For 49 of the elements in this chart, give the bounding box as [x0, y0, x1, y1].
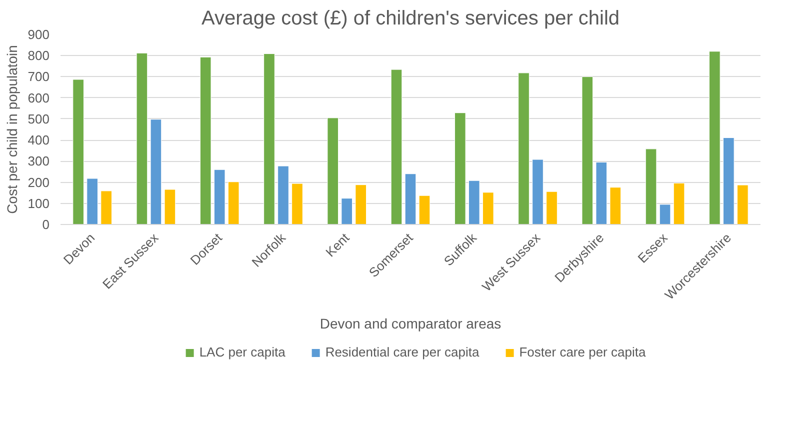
bar [228, 182, 240, 224]
y-tick-label: 100 [28, 196, 50, 211]
bar [673, 182, 685, 224]
bar [264, 53, 275, 224]
bar [200, 56, 212, 224]
bar [214, 169, 226, 224]
bar [404, 174, 416, 224]
bar [468, 180, 480, 224]
y-axis-title: Cost per child in populatoin [4, 45, 20, 214]
bar [596, 162, 608, 224]
bar [164, 189, 176, 224]
bar [737, 184, 748, 224]
y-tick-label: 900 [28, 27, 50, 42]
bar [546, 191, 558, 224]
bar [610, 187, 622, 224]
bar [709, 51, 720, 224]
bar [86, 178, 98, 224]
legend-label: Foster care per capita [519, 344, 646, 360]
bar [72, 79, 84, 224]
legend-label: Residential care per capita [325, 344, 480, 360]
bar [582, 76, 594, 224]
bar [518, 72, 530, 224]
bar [278, 166, 289, 224]
y-tick-label: 800 [28, 48, 50, 64]
bar [532, 159, 544, 224]
bar [454, 112, 466, 224]
bar [659, 204, 671, 224]
y-tick-label: 400 [28, 132, 50, 148]
chart-title: Average cost (£) of children's services per child [201, 8, 620, 30]
bar [355, 184, 367, 224]
bar [390, 69, 402, 224]
y-tick-label: 600 [28, 90, 50, 106]
bar [723, 137, 734, 224]
bar [418, 195, 430, 224]
y-tick-label: 500 [28, 111, 50, 126]
bar [292, 183, 303, 224]
legend-label: LAC per capita [199, 344, 286, 360]
bar [341, 198, 353, 224]
x-axis-title: Devon and comparator areas [320, 316, 502, 332]
bar [482, 192, 494, 224]
y-tick-label: 300 [28, 154, 50, 169]
bar [645, 148, 657, 224]
bar [136, 52, 148, 224]
y-tick-label: 0 [42, 217, 50, 232]
bar [100, 190, 112, 224]
bar [150, 119, 162, 224]
bar [327, 118, 339, 224]
y-tick-label: 700 [28, 69, 50, 84]
y-tick-label: 200 [28, 174, 50, 190]
